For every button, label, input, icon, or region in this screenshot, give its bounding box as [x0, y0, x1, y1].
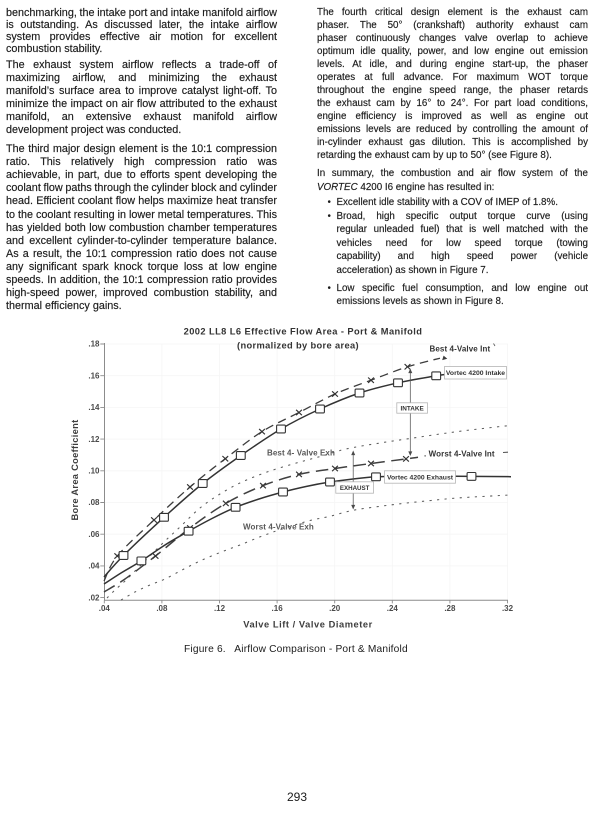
- svg-text:.28: .28: [444, 604, 456, 613]
- svg-text:.02: .02: [88, 593, 100, 602]
- svg-text:Valve Lift / Valve Diameter: Valve Lift / Valve Diameter: [243, 620, 373, 630]
- svg-text:EXHAUST: EXHAUST: [340, 485, 370, 492]
- svg-text:. Worst 4-Valve Int: . Worst 4-Valve Int: [424, 450, 495, 459]
- svg-text:(normalized by bore area): (normalized by bore area): [237, 341, 359, 351]
- svg-text:Best 4-Valve Int: Best 4-Valve Int: [430, 345, 491, 354]
- svg-text:.12: .12: [88, 435, 100, 444]
- svg-text:.16: .16: [272, 604, 284, 613]
- svg-text:.18: .18: [88, 340, 100, 349]
- svg-text:.08: .08: [156, 604, 168, 613]
- svg-text:2002 LL8 L6 Effective Flow Are: 2002 LL8 L6 Effective Flow Area - Port &…: [184, 327, 423, 337]
- svg-text:Best 4- Valve Exh: Best 4- Valve Exh: [267, 449, 335, 458]
- svg-text:.04: .04: [88, 562, 100, 571]
- svg-text:.12: .12: [214, 604, 226, 613]
- svg-text:Vortec 4200 Intake: Vortec 4200 Intake: [446, 370, 505, 377]
- svg-text:.32: .32: [502, 604, 514, 613]
- svg-text:Bore Area Coefficient: Bore Area Coefficient: [70, 419, 80, 520]
- svg-text:.24: .24: [387, 604, 399, 613]
- svg-text:.04: .04: [99, 604, 111, 613]
- svg-text:.06: .06: [88, 530, 100, 539]
- svg-text:.16: .16: [88, 371, 100, 380]
- svg-text:Vortec 4200 Exhaust: Vortec 4200 Exhaust: [387, 474, 454, 481]
- svg-text:Worst 4-Valve Exh: Worst 4-Valve Exh: [243, 523, 314, 532]
- svg-text:.20: .20: [329, 604, 341, 613]
- svg-text:.14: .14: [88, 403, 100, 412]
- svg-text:.08: .08: [88, 498, 100, 507]
- svg-text:.10: .10: [88, 467, 100, 476]
- svg-text:INTAKE: INTAKE: [400, 405, 424, 412]
